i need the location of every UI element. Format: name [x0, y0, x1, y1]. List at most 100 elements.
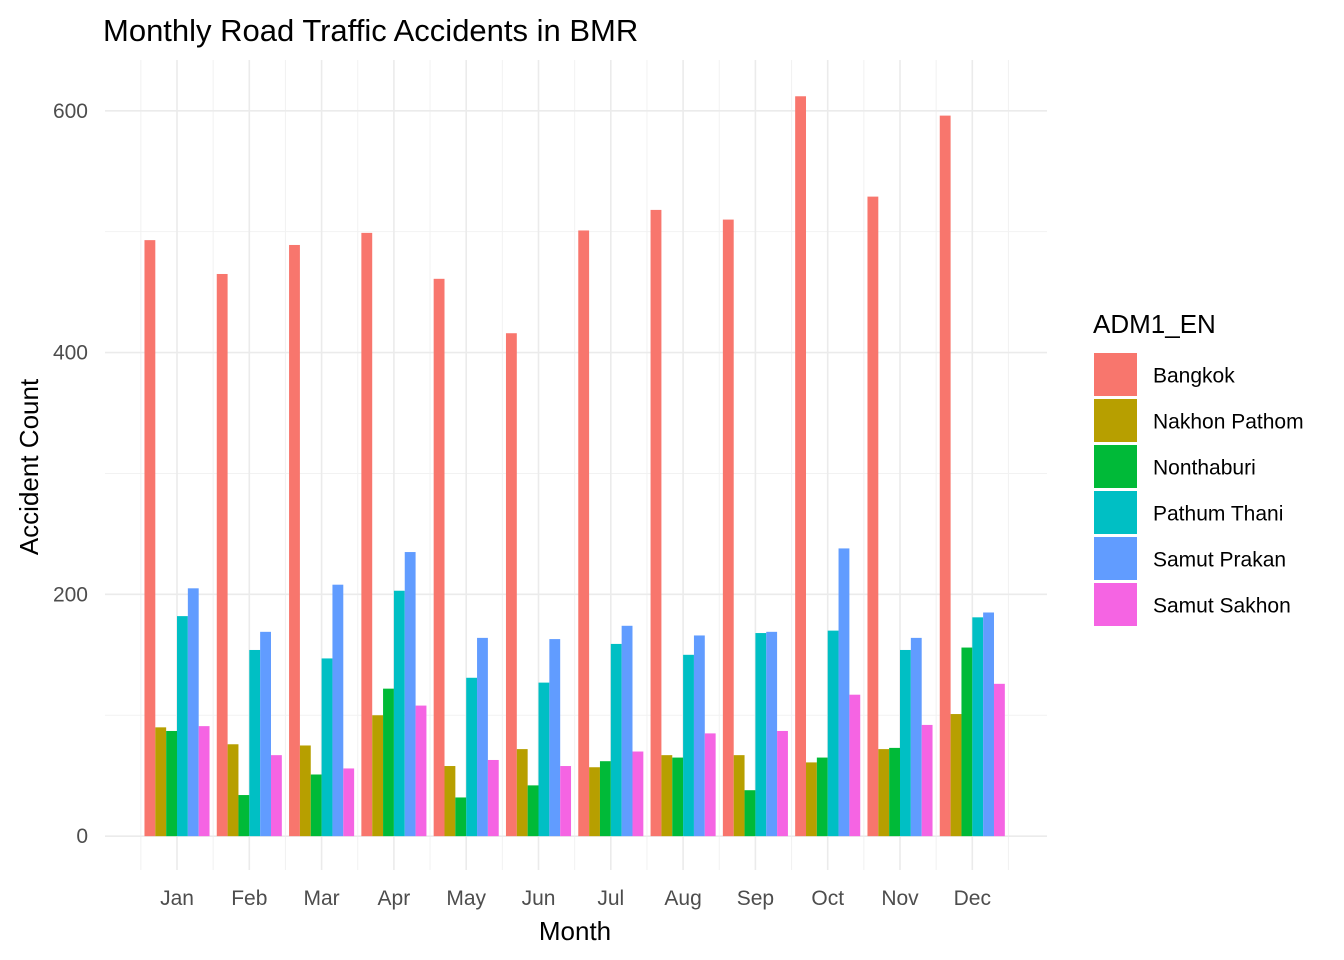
axis-ticks: 0 200 400 600 Jan Feb Mar Apr May Jun Jul Aug Sep Oct… — [53, 100, 991, 910]
bar-pathum-thani-sep — [755, 633, 767, 837]
bar-nonthaburi-jan — [166, 730, 177, 837]
x-tick-label: Aug — [664, 887, 701, 910]
legend-key-bangkok — [1094, 353, 1137, 396]
bar-nakhon-pathom-nov — [878, 749, 890, 837]
bar-samut-sakhon-jan — [198, 726, 210, 837]
x-tick-label: Oct — [811, 887, 844, 910]
bar-samut-prakan-aug — [693, 635, 705, 837]
bar-samut-prakan-jul — [621, 625, 633, 837]
bar-samut-sakhon-jun — [560, 766, 572, 837]
y-tick-label: 0 — [76, 825, 88, 848]
y-tick-label: 200 — [53, 583, 88, 606]
bar-pathum-thani-oct — [827, 630, 839, 837]
bar-samut-prakan-oct — [838, 548, 850, 837]
legend-label: Pathum Thani — [1153, 503, 1283, 526]
x-tick-label: Jul — [597, 887, 624, 910]
bar-bangkok-may — [433, 278, 445, 837]
bar-bangkok-jan — [144, 240, 156, 837]
bar-nonthaburi-feb — [238, 795, 250, 837]
bar-pathum-thani-jul — [610, 643, 622, 837]
legend-key-samut-prakan — [1094, 537, 1137, 580]
x-tick-label: Sep — [737, 887, 774, 910]
bar-bangkok-apr — [361, 232, 373, 837]
legend: ADM1_EN Bangkok Nakhon Pathom Nonthaburi Pa… — [1093, 309, 1304, 626]
bar-samut-sakhon-may — [487, 759, 499, 837]
bar-samut-prakan-apr — [404, 552, 416, 837]
bar-samut-prakan-sep — [766, 631, 778, 837]
legend-key-pathum-thani — [1094, 491, 1137, 534]
x-tick-label: Jun — [522, 887, 556, 910]
x-tick-label: May — [446, 887, 486, 910]
bar-nakhon-pathom-mar — [299, 745, 311, 837]
bar-nonthaburi-sep — [744, 790, 756, 837]
bar-nakhon-pathom-sep — [733, 755, 745, 837]
legend-label: Samut Sakhon — [1153, 595, 1291, 618]
bar-nakhon-pathom-jun — [516, 749, 528, 837]
bar-pathum-thani-jan — [177, 616, 188, 837]
legend-label: Samut Prakan — [1153, 549, 1286, 572]
bar-samut-sakhon-aug — [704, 733, 716, 837]
bar-bangkok-oct — [795, 96, 807, 837]
bar-nakhon-pathom-dec — [950, 714, 962, 837]
bar-samut-sakhon-feb — [270, 755, 282, 837]
bar-nonthaburi-apr — [383, 688, 394, 837]
bar-pathum-thani-aug — [683, 654, 694, 837]
legend-label: Nonthaburi — [1153, 457, 1256, 480]
bar-bangkok-jun — [505, 333, 517, 837]
bar-pathum-thani-apr — [393, 590, 405, 837]
bar-samut-prakan-nov — [910, 637, 922, 837]
x-tick-label: Dec — [954, 887, 991, 910]
bar-nonthaburi-nov — [889, 747, 900, 837]
legend-key-nakhon-pathom — [1094, 399, 1137, 442]
bar-samut-prakan-feb — [260, 631, 271, 837]
bar-bangkok-dec — [939, 115, 951, 837]
x-tick-label: Jan — [160, 887, 194, 910]
bar-samut-sakhon-dec — [993, 683, 1005, 837]
x-tick-label: Mar — [304, 887, 340, 910]
x-tick-label: Nov — [881, 887, 919, 910]
y-axis-title: Accident Count — [14, 378, 44, 555]
bar-bangkok-feb — [216, 273, 228, 837]
legend-key-samut-sakhon — [1094, 583, 1137, 626]
legend-label: Nakhon Pathom — [1153, 411, 1304, 434]
bar-nonthaburi-mar — [310, 774, 322, 837]
bar-bangkok-mar — [289, 244, 300, 837]
bar-nakhon-pathom-apr — [372, 715, 384, 837]
bar-nakhon-pathom-may — [444, 766, 456, 837]
bar-samut-sakhon-sep — [777, 730, 788, 837]
bar-bangkok-aug — [650, 209, 662, 837]
bar-pathum-thani-nov — [900, 649, 911, 837]
bar-samut-prakan-jun — [549, 639, 561, 837]
y-tick-label: 400 — [53, 342, 88, 365]
bar-bangkok-sep — [722, 219, 734, 837]
bar-samut-sakhon-apr — [415, 705, 427, 837]
bar-nonthaburi-oct — [816, 757, 828, 837]
bar-samut-prakan-dec — [983, 612, 994, 837]
bar-samut-prakan-mar — [332, 584, 344, 837]
bar-samut-sakhon-oct — [849, 694, 861, 837]
bar-nonthaburi-jun — [527, 785, 539, 837]
bar-nakhon-pathom-jul — [589, 767, 600, 837]
bars — [144, 96, 1005, 837]
bar-nonthaburi-dec — [961, 647, 973, 837]
chart-title: Monthly Road Traffic Accidents in BMR — [103, 13, 638, 48]
bar-pathum-thani-may — [466, 677, 478, 837]
bar-samut-sakhon-mar — [343, 768, 355, 837]
legend-title: ADM1_EN — [1093, 309, 1216, 339]
x-tick-label: Feb — [231, 887, 267, 910]
bar-pathum-thani-mar — [321, 658, 333, 837]
x-tick-label: Apr — [378, 887, 411, 910]
legend-key-nonthaburi — [1094, 445, 1137, 488]
bar-nonthaburi-aug — [672, 757, 684, 837]
bar-samut-sakhon-nov — [921, 724, 933, 837]
bar-pathum-thani-dec — [972, 617, 984, 837]
bar-nakhon-pathom-oct — [806, 762, 817, 837]
bar-nakhon-pathom-jan — [155, 727, 167, 837]
bar-nakhon-pathom-aug — [661, 755, 673, 837]
bar-samut-prakan-jan — [187, 588, 199, 837]
x-axis-title: Month — [539, 916, 611, 946]
bar-samut-prakan-may — [477, 637, 488, 837]
bar-nonthaburi-jul — [599, 761, 611, 837]
y-tick-label: 600 — [53, 100, 88, 123]
